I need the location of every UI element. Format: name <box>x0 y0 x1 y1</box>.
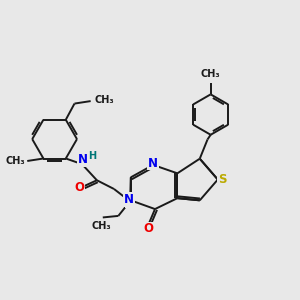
Text: N: N <box>78 153 88 166</box>
Text: CH₃: CH₃ <box>91 221 111 231</box>
Text: O: O <box>143 223 153 236</box>
Text: CH₃: CH₃ <box>201 69 220 80</box>
Text: S: S <box>218 173 226 186</box>
Text: S: S <box>126 194 134 207</box>
Text: CH₃: CH₃ <box>95 94 114 104</box>
Text: O: O <box>74 181 85 194</box>
Text: CH₃: CH₃ <box>5 156 25 166</box>
Text: N: N <box>124 193 134 206</box>
Text: H: H <box>88 151 96 161</box>
Text: N: N <box>148 157 158 169</box>
